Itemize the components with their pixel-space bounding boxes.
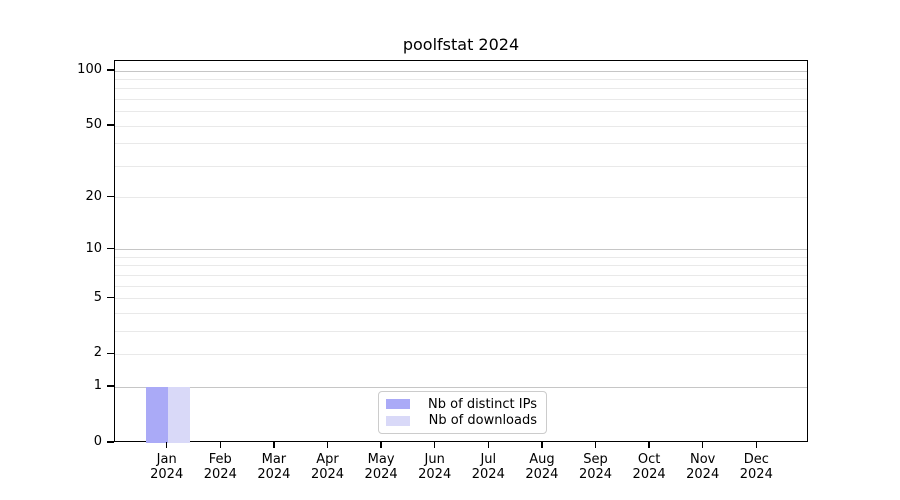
x-tick-mark — [487, 442, 490, 448]
x-tick-label: Nov 2024 — [668, 452, 738, 482]
y-tick-mark — [107, 352, 114, 355]
y-gridline-major — [115, 249, 807, 251]
x-tick-mark — [380, 442, 382, 448]
y-gridline-major — [115, 386, 807, 388]
y-tick-label: 10 — [85, 240, 102, 256]
y-tick-mark — [107, 247, 114, 250]
plot-area — [114, 60, 808, 443]
legend-item-downloads: Nb of downloads — [386, 413, 537, 428]
y-gridline-minor — [115, 125, 807, 127]
y-tick-mark — [107, 296, 114, 299]
y-gridline-minor — [115, 353, 807, 355]
y-gridline-minor — [115, 298, 807, 300]
legend-label-downloads: Nb of downloads — [428, 413, 537, 429]
y-tick-mark — [107, 69, 114, 71]
x-tick-month: Oct — [637, 452, 661, 467]
legend: Nb of distinct IPs Nb of downloads — [378, 391, 547, 434]
x-tick-month: Aug — [529, 452, 555, 467]
legend-item-distinct-ips: Nb of distinct IPs — [386, 397, 537, 412]
legend-swatch-distinct-ips — [386, 399, 410, 410]
x-tick-month: Sep — [583, 452, 608, 467]
bar — [145, 387, 168, 443]
y-tick-mark — [107, 195, 114, 198]
x-tick-label: Jul 2024 — [453, 452, 523, 482]
x-tick-mark — [219, 442, 222, 448]
legend-label-distinct-ips: Nb of distinct IPs — [428, 396, 537, 412]
y-tick-mark — [107, 441, 114, 443]
x-tick-year: 2024 — [578, 467, 613, 482]
bar — [167, 387, 190, 443]
x-tick-mark — [541, 442, 543, 448]
x-tick-mark — [648, 442, 650, 448]
y-gridline-minor — [115, 78, 807, 80]
x-tick-label: Apr 2024 — [293, 452, 363, 482]
x-tick-mark — [755, 442, 758, 448]
x-tick-year: 2024 — [739, 467, 773, 482]
y-gridline-minor — [115, 274, 807, 276]
y-tick-label: 0 — [93, 434, 102, 449]
y-gridline-minor — [115, 256, 807, 258]
y-tick-label: 5 — [93, 289, 102, 305]
y-gridline-minor — [115, 165, 807, 167]
x-tick-year: 2024 — [203, 467, 237, 482]
y-tick-label: 20 — [85, 188, 102, 204]
x-tick-month: Nov — [690, 452, 716, 467]
x-tick-year: 2024 — [310, 467, 345, 482]
x-tick-year: 2024 — [418, 467, 452, 482]
x-tick-month: Apr — [316, 452, 339, 467]
x-tick-year: 2024 — [257, 467, 291, 482]
x-tick-label: Dec 2024 — [721, 452, 791, 482]
legend-swatch-downloads — [386, 415, 410, 426]
x-tick-mark — [273, 442, 275, 448]
x-tick-month: Dec — [743, 452, 769, 467]
x-tick-month: May — [367, 452, 395, 467]
x-tick-label: May 2024 — [346, 452, 416, 482]
y-gridline-minor — [115, 88, 807, 90]
y-tick-label: 50 — [85, 117, 102, 133]
x-tick-year: 2024 — [686, 467, 720, 482]
x-tick-mark — [433, 442, 436, 448]
y-gridline-minor — [115, 111, 807, 113]
x-tick-label: Jan 2024 — [132, 452, 202, 482]
x-tick-label: Jun 2024 — [400, 452, 470, 482]
x-tick-mark — [701, 442, 704, 448]
y-tick-mark — [107, 124, 114, 126]
x-tick-mark — [594, 442, 597, 448]
x-tick-year: 2024 — [364, 467, 398, 482]
x-tick-label: Aug 2024 — [507, 452, 577, 482]
y-tick-label: 2 — [93, 345, 102, 361]
chart-title: poolfstat 2024 — [402, 35, 520, 54]
y-gridline-major — [115, 70, 807, 72]
y-gridline-minor — [115, 285, 807, 287]
x-tick-month: Jul — [480, 452, 497, 467]
x-tick-mark — [165, 442, 168, 448]
y-tick-mark — [107, 385, 114, 387]
x-tick-year: 2024 — [632, 467, 666, 482]
x-tick-year: 2024 — [471, 467, 505, 482]
x-tick-month: Feb — [208, 452, 232, 467]
y-gridline-minor — [115, 143, 807, 145]
y-tick-label: 100 — [77, 62, 102, 78]
y-gridline-minor — [115, 312, 807, 314]
y-gridline-minor — [115, 98, 807, 100]
y-tick-label: 1 — [93, 378, 102, 394]
x-tick-month: Mar — [261, 452, 287, 467]
x-tick-label: Sep 2024 — [561, 452, 631, 482]
y-gridline-minor — [115, 197, 807, 199]
x-tick-label: Mar 2024 — [239, 452, 309, 482]
x-tick-month: Jan — [156, 452, 177, 467]
y-gridline-minor — [115, 330, 807, 332]
x-tick-label: Oct 2024 — [614, 452, 684, 482]
x-tick-mark — [326, 442, 329, 448]
x-tick-month: Jun — [424, 452, 445, 467]
x-tick-label: Feb 2024 — [185, 452, 255, 482]
x-tick-year: 2024 — [525, 467, 559, 482]
x-tick-year: 2024 — [150, 467, 184, 482]
y-gridline-minor — [115, 265, 807, 267]
